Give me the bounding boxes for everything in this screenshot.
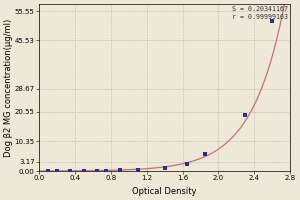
Point bbox=[270, 20, 275, 23]
Point bbox=[243, 113, 248, 117]
Point bbox=[95, 169, 100, 172]
Point bbox=[135, 168, 140, 171]
Y-axis label: Dog β2 MG concentration(μg/ml): Dog β2 MG concentration(μg/ml) bbox=[4, 19, 13, 157]
X-axis label: Optical Density: Optical Density bbox=[132, 187, 197, 196]
Point bbox=[202, 153, 207, 156]
Point bbox=[54, 169, 59, 173]
Text: S = 0.20341167
r = 0.99999103: S = 0.20341167 r = 0.99999103 bbox=[232, 6, 288, 20]
Point bbox=[45, 169, 50, 173]
Point bbox=[104, 169, 109, 172]
Point bbox=[184, 162, 189, 166]
Point bbox=[162, 166, 167, 170]
Point bbox=[81, 169, 86, 172]
Point bbox=[68, 169, 73, 172]
Point bbox=[117, 169, 122, 172]
